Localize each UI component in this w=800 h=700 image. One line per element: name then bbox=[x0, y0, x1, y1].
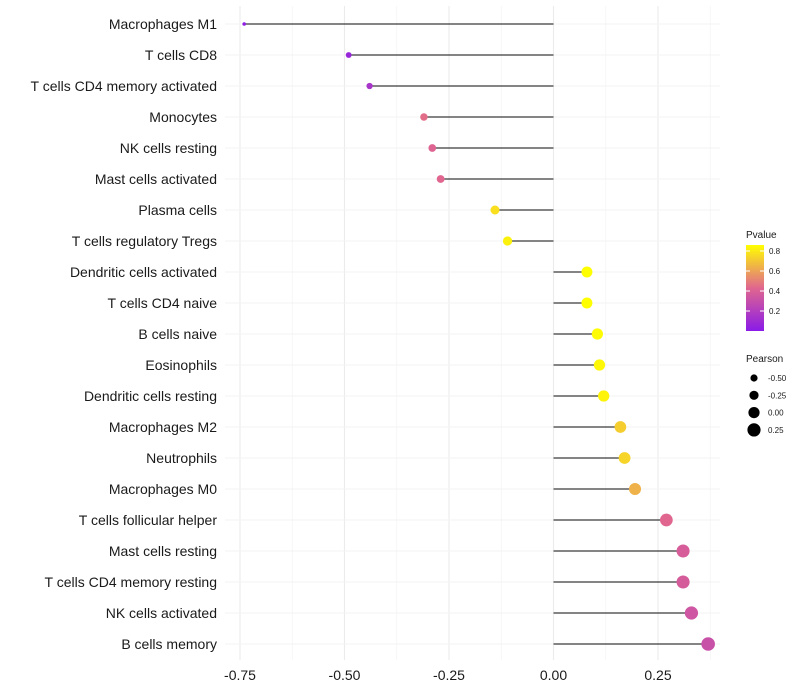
colorbar-tick-label: 0.6 bbox=[769, 267, 781, 276]
y-axis-label: Monocytes bbox=[149, 109, 217, 125]
y-axis-label: T cells CD4 memory activated bbox=[31, 78, 217, 94]
lollipop-point bbox=[597, 390, 610, 402]
lollipop-point bbox=[593, 359, 606, 371]
size-legend-label: -0.50 bbox=[768, 374, 787, 383]
lollipop-point bbox=[581, 297, 593, 309]
y-axis-label: T cells CD4 naive bbox=[108, 295, 218, 311]
y-axis-label: Dendritic cells activated bbox=[70, 264, 217, 280]
lollipop-point bbox=[428, 144, 437, 152]
lollipop-point bbox=[628, 482, 642, 496]
x-tick-label: 0.00 bbox=[540, 667, 567, 683]
y-axis-label: Plasma cells bbox=[138, 202, 217, 218]
colorbar-tick-label: 0.8 bbox=[769, 247, 781, 256]
size-legend-label: 0.25 bbox=[768, 426, 784, 435]
size-legend-label: -0.25 bbox=[768, 391, 787, 400]
y-axis-labels: Macrophages M1 T cells CD8 T cells CD4 mem… bbox=[31, 16, 218, 652]
y-axis-label: Macrophages M1 bbox=[109, 16, 217, 32]
lollipop-points bbox=[242, 22, 715, 651]
pearson-legend-title: Pearson bbox=[746, 354, 783, 365]
lollipop-point bbox=[436, 175, 445, 183]
x-tick-label: -0.25 bbox=[433, 667, 465, 683]
y-axis-label: T cells follicular helper bbox=[79, 512, 218, 528]
lollipop-point bbox=[618, 452, 631, 464]
lollipop-point bbox=[676, 544, 690, 558]
lollipop-stems bbox=[244, 23, 709, 645]
lollipop-point bbox=[614, 421, 627, 433]
size-legend-dot bbox=[747, 423, 761, 437]
y-axis-label: B cells memory bbox=[121, 636, 217, 652]
lollipop-point bbox=[242, 22, 246, 26]
colorbar-tick-label: 0.2 bbox=[769, 307, 781, 316]
grid-lines bbox=[225, 6, 720, 660]
size-legend-dot bbox=[748, 407, 760, 419]
size-legend-dot bbox=[749, 390, 759, 400]
lollipop-point bbox=[490, 205, 500, 215]
y-axis-label: NK cells activated bbox=[106, 605, 217, 621]
pvalue-colorbar bbox=[746, 245, 764, 331]
x-tick-label: -0.75 bbox=[224, 667, 256, 683]
pvalue-legend: Pvalue 0.2 0.4 0.6 0.8 bbox=[746, 230, 781, 331]
lollipop-point bbox=[684, 606, 699, 620]
y-axis-label: B cells naive bbox=[138, 326, 217, 342]
y-axis-label: NK cells resting bbox=[120, 140, 217, 156]
y-axis-label: Eosinophils bbox=[145, 357, 217, 373]
colorbar-tick-label: 0.4 bbox=[769, 287, 781, 296]
lollipop-point bbox=[676, 575, 690, 589]
size-legend-dot bbox=[750, 374, 758, 382]
y-axis-label: Macrophages M0 bbox=[109, 481, 217, 497]
lollipop-point bbox=[420, 113, 428, 121]
y-axis-label: Mast cells activated bbox=[95, 171, 217, 187]
lollipop-point bbox=[366, 82, 373, 90]
lollipop-point bbox=[502, 236, 513, 246]
lollipop-point bbox=[701, 637, 715, 651]
y-axis-label: Macrophages M2 bbox=[109, 419, 217, 435]
y-axis-label: T cells CD8 bbox=[145, 47, 217, 63]
x-tick-label: 0.25 bbox=[644, 667, 671, 683]
size-legend-label: 0.00 bbox=[768, 409, 784, 418]
y-axis-label: Neutrophils bbox=[146, 450, 217, 466]
y-axis-label: Dendritic cells resting bbox=[84, 388, 217, 404]
y-axis-label: T cells regulatory Tregs bbox=[72, 233, 217, 249]
pearson-legend: Pearson -0.50 -0.25 0.00 0.25 bbox=[746, 354, 787, 437]
lollipop-point bbox=[581, 266, 593, 278]
lollipop-point bbox=[591, 328, 603, 340]
y-axis-label: Mast cells resting bbox=[109, 543, 217, 559]
pvalue-legend-title: Pvalue bbox=[746, 230, 777, 241]
x-axis-ticks: -0.75 -0.50 -0.25 0.00 0.25 bbox=[224, 667, 672, 683]
lollipop-point bbox=[660, 513, 673, 527]
x-tick-label: -0.50 bbox=[329, 667, 361, 683]
y-axis-label: T cells CD4 memory resting bbox=[45, 574, 217, 590]
lollipop-point bbox=[345, 52, 352, 58]
